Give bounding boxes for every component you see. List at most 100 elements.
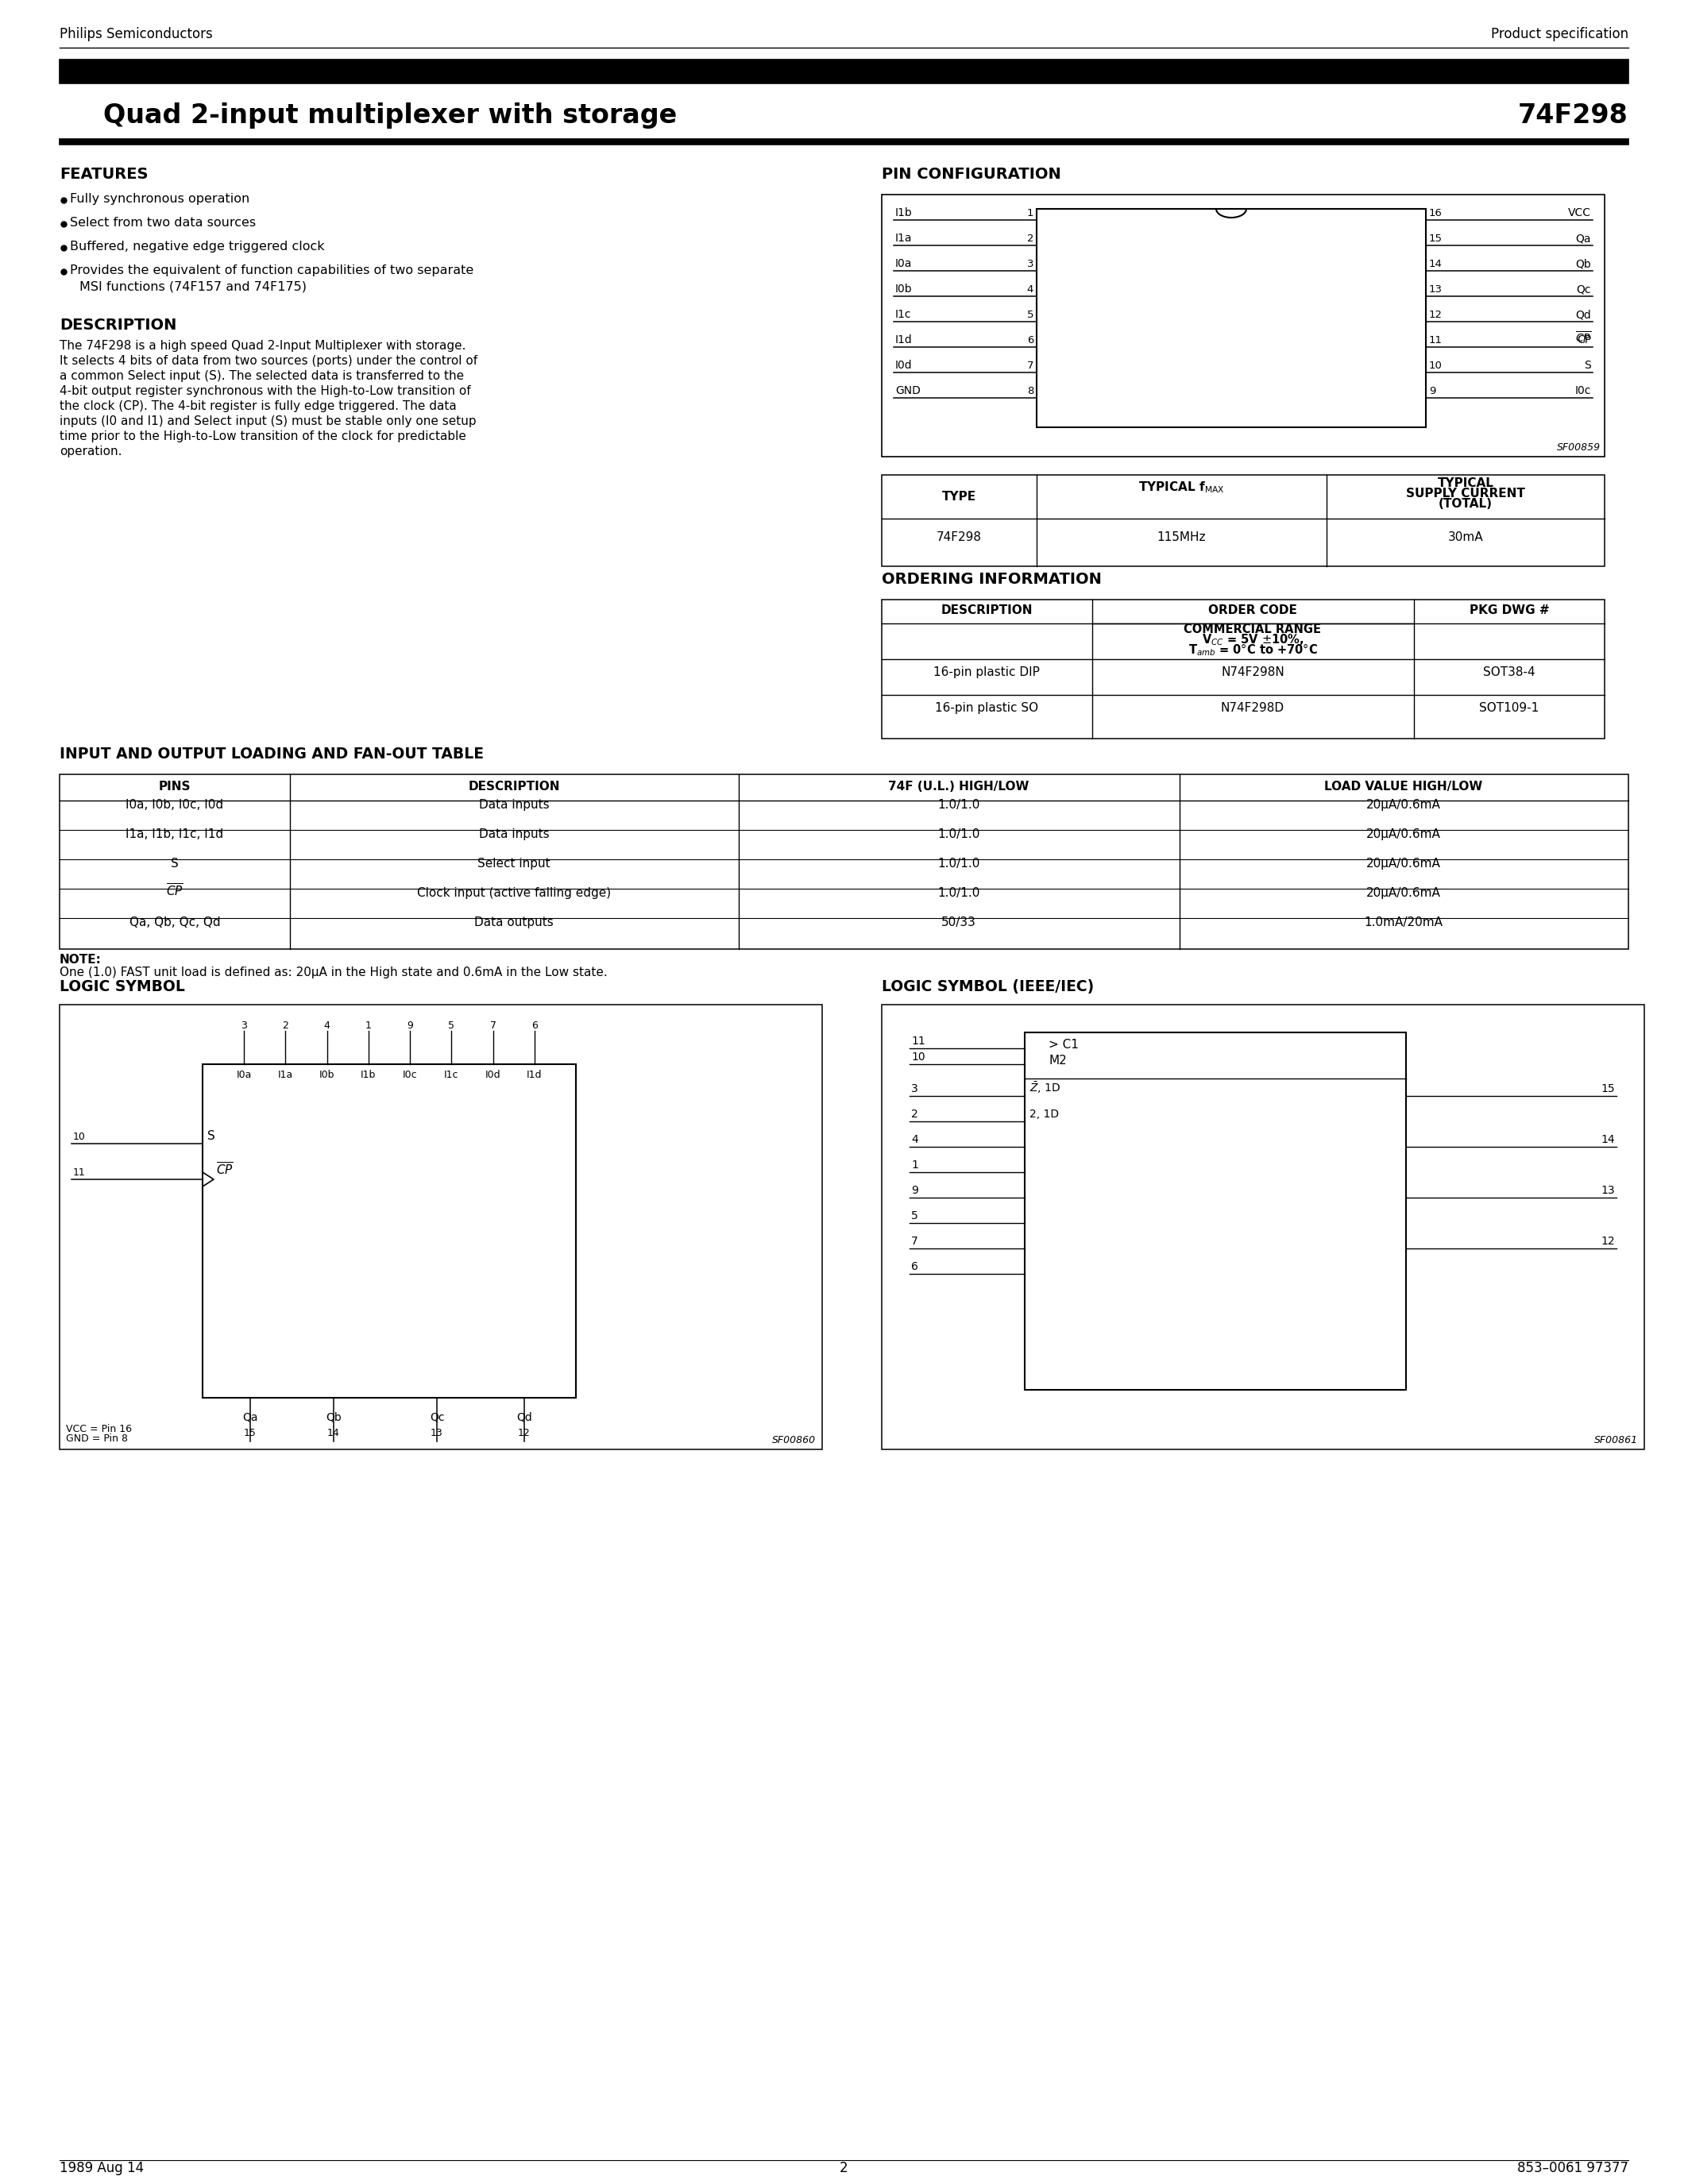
Text: $\bar{Z}$, 1D: $\bar{Z}$, 1D — [1030, 1081, 1060, 1094]
Text: Provides the equivalent of function capabilities of two separate: Provides the equivalent of function capa… — [69, 264, 474, 277]
Text: 4: 4 — [324, 1020, 331, 1031]
Text: PKG DWG #: PKG DWG # — [1469, 605, 1550, 616]
Text: COMMERCIAL RANGE: COMMERCIAL RANGE — [1183, 622, 1322, 636]
Text: Qa: Qa — [1575, 234, 1592, 245]
Text: 1: 1 — [365, 1020, 371, 1031]
Text: Quad 2-input multiplexer with storage: Quad 2-input multiplexer with storage — [103, 103, 677, 129]
Text: 7: 7 — [490, 1020, 496, 1031]
Text: PINS: PINS — [159, 780, 191, 793]
Text: Qd: Qd — [1575, 308, 1592, 321]
Text: 4-bit output register synchronous with the High-to-Low transition of: 4-bit output register synchronous with t… — [59, 384, 471, 397]
Text: SUPPLY CURRENT: SUPPLY CURRENT — [1406, 487, 1526, 500]
Text: Select from two data sources: Select from two data sources — [69, 216, 257, 229]
Text: I1a: I1a — [895, 234, 912, 245]
Text: 1.0/1.0: 1.0/1.0 — [937, 828, 981, 841]
Text: DESCRIPTION: DESCRIPTION — [940, 605, 1033, 616]
Text: NOTE:: NOTE: — [59, 954, 101, 965]
Text: 4: 4 — [912, 1133, 918, 1144]
Text: I0a: I0a — [895, 258, 912, 269]
Text: 10: 10 — [73, 1131, 86, 1142]
Text: I1d: I1d — [527, 1070, 542, 1081]
Text: 74F298: 74F298 — [937, 531, 981, 544]
Text: Qb: Qb — [1575, 258, 1592, 269]
Text: SF00860: SF00860 — [771, 1435, 815, 1446]
Text: FEATURES: FEATURES — [59, 166, 149, 181]
Text: 14: 14 — [327, 1428, 339, 1439]
Text: Qd: Qd — [517, 1411, 532, 1422]
Text: Data outputs: Data outputs — [474, 917, 554, 928]
Text: 115MHz: 115MHz — [1156, 531, 1205, 544]
Text: PIN CONFIGURATION: PIN CONFIGURATION — [881, 166, 1062, 181]
Text: DESCRIPTION: DESCRIPTION — [59, 317, 177, 332]
Text: I1b: I1b — [361, 1070, 376, 1081]
Text: VCC: VCC — [1568, 207, 1592, 218]
Text: Clock input (active falling edge): Clock input (active falling edge) — [417, 887, 611, 900]
Text: $\overline{CP}$: $\overline{CP}$ — [165, 882, 184, 900]
Text: 1: 1 — [1026, 207, 1033, 218]
Text: 50/33: 50/33 — [942, 917, 976, 928]
Text: SF00861: SF00861 — [1593, 1435, 1637, 1446]
Text: $\overline{CP}$: $\overline{CP}$ — [1575, 332, 1592, 345]
Text: Buffered, negative edge triggered clock: Buffered, negative edge triggered clock — [69, 240, 324, 253]
Text: Fully synchronous operation: Fully synchronous operation — [69, 192, 250, 205]
Text: CP: CP — [1577, 334, 1592, 345]
Text: 9: 9 — [912, 1186, 918, 1197]
Text: 30mA: 30mA — [1448, 531, 1484, 544]
Text: 12: 12 — [518, 1428, 530, 1439]
Text: S: S — [208, 1129, 214, 1142]
Text: 9: 9 — [407, 1020, 414, 1031]
Text: 1.0/1.0: 1.0/1.0 — [937, 799, 981, 810]
Text: N74F298N: N74F298N — [1220, 666, 1285, 679]
Text: I1b: I1b — [895, 207, 913, 218]
Text: M2: M2 — [1048, 1055, 1067, 1066]
Text: 3: 3 — [241, 1020, 246, 1031]
Text: LOGIC SYMBOL: LOGIC SYMBOL — [59, 978, 186, 994]
Text: The 74F298 is a high speed Quad 2-Input Multiplexer with storage.: The 74F298 is a high speed Quad 2-Input … — [59, 341, 466, 352]
Text: I0d: I0d — [895, 360, 913, 371]
Bar — [1025, 1033, 1406, 1389]
Text: 10: 10 — [1430, 360, 1443, 371]
Text: 14: 14 — [1600, 1133, 1615, 1144]
Text: Qa: Qa — [243, 1411, 258, 1422]
Text: (TOTAL): (TOTAL) — [1438, 498, 1492, 509]
Text: 853–0061 97377: 853–0061 97377 — [1518, 2160, 1629, 2175]
Text: inputs (I0 and I1) and Select input (S) must be stable only one setup: inputs (I0 and I1) and Select input (S) … — [59, 415, 476, 428]
Bar — [881, 194, 1605, 456]
Text: 16-pin plastic DIP: 16-pin plastic DIP — [933, 666, 1040, 679]
Text: 1.0/1.0: 1.0/1.0 — [937, 858, 981, 869]
Text: 2: 2 — [912, 1109, 918, 1120]
Text: I0b: I0b — [895, 284, 913, 295]
Text: DESCRIPTION: DESCRIPTION — [468, 780, 560, 793]
Text: 5: 5 — [449, 1020, 454, 1031]
Text: a common Select input (S). The selected data is transferred to the: a common Select input (S). The selected … — [59, 369, 464, 382]
Text: Data inputs: Data inputs — [479, 828, 549, 841]
Text: S: S — [170, 858, 179, 869]
Text: Qc: Qc — [1577, 284, 1592, 295]
Text: 12: 12 — [1600, 1236, 1615, 1247]
Text: I0c: I0c — [1575, 384, 1592, 395]
Text: time prior to the High-to-Low transition of the clock for predictable: time prior to the High-to-Low transition… — [59, 430, 466, 443]
Text: 4: 4 — [1026, 284, 1033, 295]
Text: I0b: I0b — [319, 1070, 334, 1081]
Text: 1.0mA/20mA: 1.0mA/20mA — [1364, 917, 1443, 928]
Text: 13: 13 — [1600, 1186, 1615, 1197]
Bar — [59, 59, 1629, 83]
Text: 20μA/0.6mA: 20μA/0.6mA — [1366, 799, 1442, 810]
Text: Data inputs: Data inputs — [479, 799, 549, 810]
Text: SF00859: SF00859 — [1556, 443, 1600, 452]
Text: I0c: I0c — [402, 1070, 417, 1081]
Text: I1a, I1b, I1c, I1d: I1a, I1b, I1c, I1d — [127, 828, 223, 841]
Text: operation.: operation. — [59, 446, 122, 456]
Text: One (1.0) FAST unit load is defined as: 20μA in the High state and 0.6mA in the : One (1.0) FAST unit load is defined as: … — [59, 968, 608, 978]
Text: TYPICAL f$_{\mathsf{MAX}}$: TYPICAL f$_{\mathsf{MAX}}$ — [1138, 480, 1224, 494]
Text: SOT38-4: SOT38-4 — [1484, 666, 1536, 679]
Text: 16: 16 — [1430, 207, 1443, 218]
Text: 5: 5 — [1026, 310, 1033, 321]
Text: 8: 8 — [1026, 387, 1033, 395]
Text: LOAD VALUE HIGH/LOW: LOAD VALUE HIGH/LOW — [1325, 780, 1482, 793]
Text: 74F298: 74F298 — [1518, 103, 1629, 129]
Text: 2, 1D: 2, 1D — [1030, 1109, 1058, 1120]
Text: 11: 11 — [912, 1035, 925, 1046]
Text: 74F (U.L.) HIGH/LOW: 74F (U.L.) HIGH/LOW — [888, 780, 1030, 793]
Text: GND = Pin 8: GND = Pin 8 — [66, 1433, 128, 1444]
